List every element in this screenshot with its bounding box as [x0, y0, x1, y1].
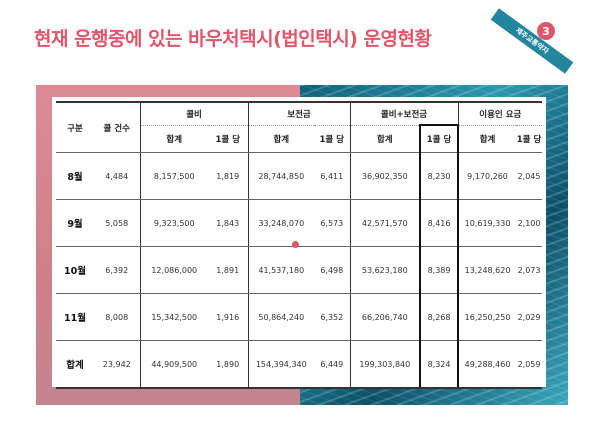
- cell-sum-per: 8,324: [419, 340, 460, 389]
- cell-fee-total: 12,086,000: [139, 246, 208, 294]
- cell-sub-total: 154,394,340: [247, 340, 315, 389]
- corner-ribbon: 제주교통약자: [490, 8, 574, 74]
- cell-user-total: 49,288,460: [457, 340, 517, 389]
- row-label: 10월: [56, 246, 94, 294]
- cell-calls: 8,008: [94, 293, 140, 341]
- marker-dot: [292, 241, 299, 248]
- cell-user-total: 16,250,250: [457, 293, 517, 341]
- cell-sub-total: 28,744,850: [247, 152, 315, 200]
- header-fee-plus-subsidy: 콜비+보전금: [349, 101, 459, 126]
- cell-calls: 6,392: [94, 246, 140, 294]
- cell-sub-per: 6,411: [314, 152, 351, 200]
- page-title: 현재 운행중에 있는 바우처택시(법인택시) 운영현황: [34, 28, 432, 50]
- voucher-taxi-table: 구분 콜 건수 콜비 보전금 콜비+보전금 이용인 요금 합계 1콜 당 합계 …: [56, 101, 543, 389]
- cell-fee-per: 1,819: [208, 152, 249, 200]
- cell-fee-per: 1,916: [208, 293, 249, 341]
- subheader-per-call-highlight: 1콜 당: [419, 124, 460, 153]
- table-total-row: 합계 23,942 44,909,500 1,890 154,394,340 6…: [56, 340, 543, 389]
- cell-fee-total: 15,342,500: [139, 293, 208, 341]
- cell-sum-total: 199,303,840: [349, 340, 421, 389]
- cell-sum-total: 36,902,350: [349, 152, 421, 200]
- cell-fee-per: 1,891: [208, 246, 249, 294]
- cell-fee-total: 9,323,500: [139, 199, 208, 247]
- row-label: 11월: [56, 293, 94, 341]
- cell-user-total: 10,619,330: [457, 199, 517, 247]
- cell-fee-per: 1,890: [208, 340, 249, 389]
- cell-sum-total: 66,206,740: [349, 293, 421, 341]
- cell-user-per: 2,073: [516, 246, 543, 294]
- cell-sum-total: 42,571,570: [349, 199, 421, 247]
- header-calls: 콜 건수: [94, 101, 140, 153]
- row-label: 8월: [56, 152, 94, 200]
- header-subsidy: 보전금: [247, 101, 351, 126]
- cell-user-per: 2,100: [516, 199, 543, 247]
- cell-sub-per: 6,573: [314, 199, 351, 247]
- cell-sum-per: 8,230: [419, 152, 460, 200]
- row-label: 합계: [56, 340, 94, 389]
- cell-sub-total: 33,248,070: [247, 199, 315, 247]
- subheader-per-call: 1콜 당: [516, 125, 543, 153]
- subheader-total: 합계: [349, 125, 421, 153]
- cell-sum-per: 8,268: [419, 293, 460, 341]
- cell-sum-per: 8,416: [419, 199, 460, 247]
- cell-calls: 23,942: [94, 340, 140, 389]
- header-user-fare: 이용인 요금: [457, 101, 543, 126]
- cell-sum-per: 8,389: [419, 246, 460, 294]
- cell-sub-per: 6,498: [314, 246, 351, 294]
- cell-fee-total: 8,157,500: [139, 152, 208, 200]
- subheader-per-call: 1콜 당: [314, 125, 351, 153]
- cell-sub-per: 6,449: [314, 340, 351, 389]
- cell-sum-total: 53,623,180: [349, 246, 421, 294]
- cell-user-per: 2,029: [516, 293, 543, 341]
- cell-calls: 5,058: [94, 199, 140, 247]
- cell-user-total: 9,170,260: [457, 152, 517, 200]
- table-card: 구분 콜 건수 콜비 보전금 콜비+보전금 이용인 요금 합계 1콜 당 합계 …: [52, 97, 546, 389]
- subheader-total: 합계: [139, 125, 208, 153]
- cell-user-per: 2,059: [516, 340, 543, 389]
- table-row: 10월 6,392 12,086,000 1,891 41,537,180 6,…: [56, 246, 543, 294]
- cell-sub-total: 50,864,240: [247, 293, 315, 341]
- cell-calls: 4,484: [94, 152, 140, 200]
- subheader-total: 합계: [247, 125, 315, 153]
- cell-sub-total: 41,537,180: [247, 246, 315, 294]
- cell-user-total: 13,248,620: [457, 246, 517, 294]
- cell-user-per: 2,045: [516, 152, 543, 200]
- row-label: 9월: [56, 199, 94, 247]
- cell-sub-per: 6,352: [314, 293, 351, 341]
- cell-fee-per: 1,843: [208, 199, 249, 247]
- subheader-total: 합계: [457, 125, 517, 153]
- page-number-badge: 3: [537, 22, 555, 40]
- header-call-fee: 콜비: [139, 101, 249, 126]
- table-row: 11월 8,008 15,342,500 1,916 50,864,240 6,…: [56, 293, 543, 341]
- header-division: 구분: [56, 101, 94, 153]
- table-row: 8월 4,484 8,157,500 1,819 28,744,850 6,41…: [56, 152, 543, 200]
- subheader-per-call: 1콜 당: [208, 125, 249, 153]
- cell-fee-total: 44,909,500: [139, 340, 208, 389]
- table-row: 9월 5,058 9,323,500 1,843 33,248,070 6,57…: [56, 199, 543, 247]
